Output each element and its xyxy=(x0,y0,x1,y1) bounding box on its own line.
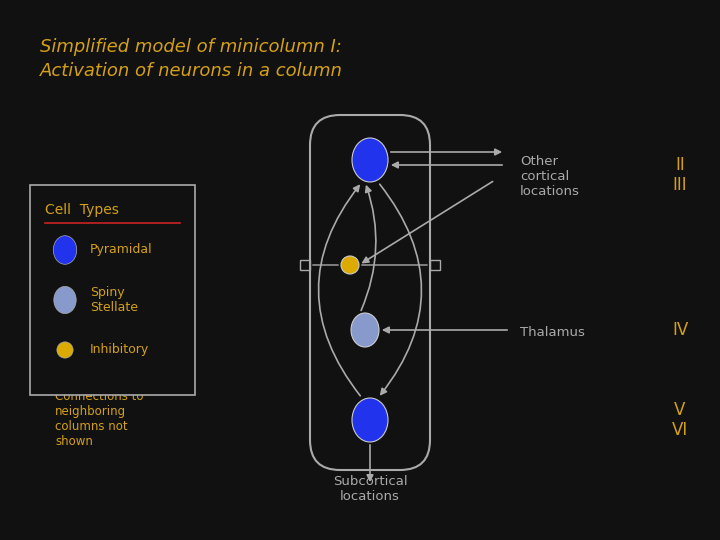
Ellipse shape xyxy=(352,138,388,182)
Text: V
VI: V VI xyxy=(672,401,688,440)
Text: Other
cortical
locations: Other cortical locations xyxy=(520,155,580,198)
Text: Spiny
Stellate: Spiny Stellate xyxy=(90,286,138,314)
Text: Simplified model of minicolumn I:: Simplified model of minicolumn I: xyxy=(40,38,342,56)
Text: Subcortical
locations: Subcortical locations xyxy=(333,475,408,503)
Ellipse shape xyxy=(352,398,388,442)
Text: Inhibitory: Inhibitory xyxy=(90,343,149,356)
Ellipse shape xyxy=(53,235,77,264)
Text: II
III: II III xyxy=(672,156,688,194)
Text: IV: IV xyxy=(672,321,688,339)
Text: Cell  Types: Cell Types xyxy=(45,203,119,217)
Ellipse shape xyxy=(54,286,76,314)
Bar xyxy=(30,185,195,395)
Bar xyxy=(300,260,310,270)
Text: Activation of neurons in a column: Activation of neurons in a column xyxy=(40,62,343,80)
Text: Thalamus: Thalamus xyxy=(520,327,585,340)
Text: Connections to
neighboring
columns not
shown: Connections to neighboring columns not s… xyxy=(55,390,143,448)
Ellipse shape xyxy=(57,342,73,358)
Text: Pyramidal: Pyramidal xyxy=(90,244,153,256)
Ellipse shape xyxy=(341,256,359,274)
Ellipse shape xyxy=(351,313,379,347)
Bar xyxy=(430,260,440,270)
